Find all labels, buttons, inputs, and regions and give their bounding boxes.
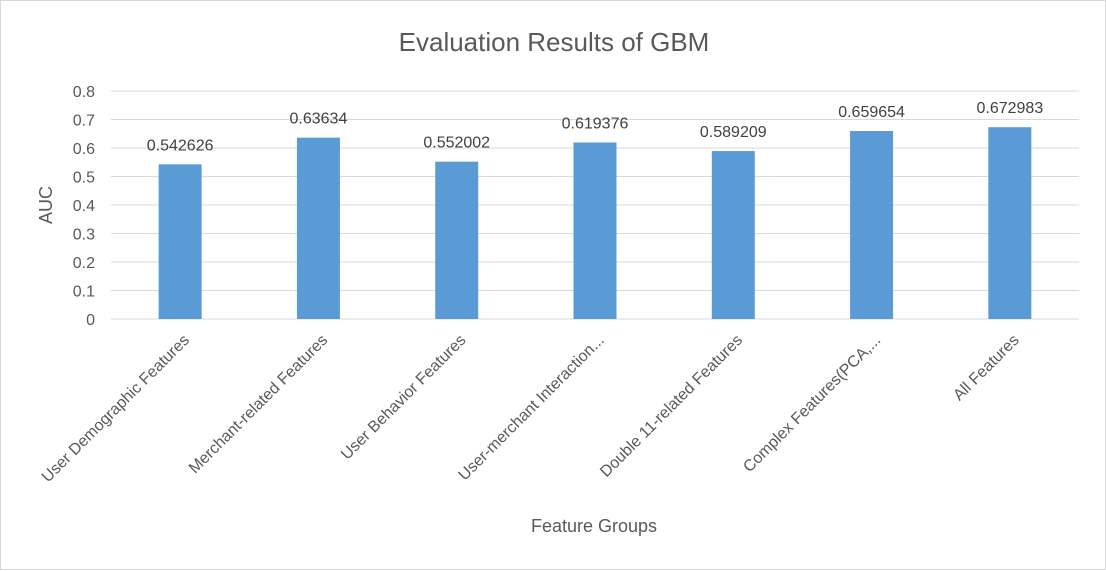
bar-data-label: 0.589209 <box>700 124 767 141</box>
x-axis-categories: User Demographic FeaturesMerchant-relate… <box>39 332 1023 486</box>
y-axis-title: AUC <box>36 186 56 224</box>
x-category-label: Complex Features(PCA,... <box>740 332 884 476</box>
bar-data-label: 0.63634 <box>290 111 348 128</box>
y-tick-label: 0.5 <box>73 170 95 187</box>
y-tick-label: 0.8 <box>73 84 95 101</box>
y-tick-label: 0.4 <box>73 198 95 215</box>
x-category-label: User-merchant Interaction... <box>456 332 608 484</box>
y-tick-label: 0 <box>86 312 95 329</box>
bar-data-label: 0.659654 <box>838 104 905 121</box>
x-category-label: User Behavior Features <box>338 332 469 463</box>
bar-data-label: 0.672983 <box>976 100 1043 117</box>
x-axis-title: Feature Groups <box>531 516 657 536</box>
y-tick-label: 0.3 <box>73 227 95 244</box>
bar <box>158 164 202 319</box>
bar-data-label: 0.552002 <box>423 135 490 152</box>
bars <box>158 127 1032 319</box>
chart-title: Evaluation Results of GBM <box>399 27 710 57</box>
bar <box>573 142 617 319</box>
bar-data-label: 0.542626 <box>147 137 214 154</box>
bar <box>988 127 1032 319</box>
bar <box>850 130 894 319</box>
x-category-label: Merchant-related Features <box>186 332 331 477</box>
bar-data-label: 0.619376 <box>562 115 629 132</box>
y-tick-label: 0.2 <box>73 255 95 272</box>
y-tick-label: 0.1 <box>73 284 95 301</box>
x-category-label: User Demographic Features <box>39 332 193 486</box>
bar <box>711 151 755 319</box>
y-tick-label: 0.6 <box>73 141 95 158</box>
x-category-label: All Features <box>950 332 1022 404</box>
y-axis-ticks: 0 0.1 0.2 0.3 0.4 0.5 0.6 0.7 0.8 <box>73 84 95 329</box>
bar <box>296 137 340 319</box>
y-tick-label: 0.7 <box>73 113 95 130</box>
data-labels: 0.542626 0.63634 0.552002 0.619376 0.589209 0… <box>147 100 1044 154</box>
bar <box>435 161 479 319</box>
x-category-label: Double 11-related Features <box>597 332 746 481</box>
